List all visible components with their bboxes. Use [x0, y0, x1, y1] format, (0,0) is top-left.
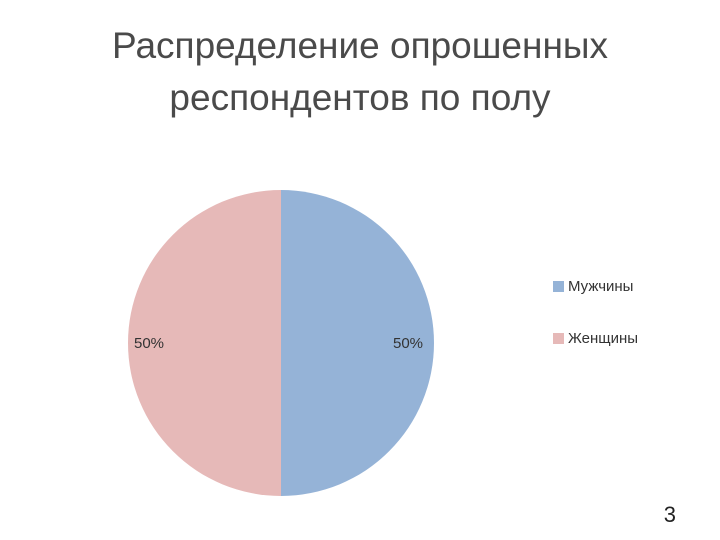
- page-number: 3: [663, 502, 676, 527]
- chart-title: Распределение опрошенных респондентов по…: [40, 20, 680, 124]
- legend-item-women: Женщины: [553, 330, 638, 347]
- legend-label-women: Женщины: [568, 330, 639, 347]
- legend-swatch-men: [553, 281, 564, 292]
- pie-slice-women: [128, 190, 281, 496]
- legend-label-men: Мужчины: [568, 278, 634, 295]
- chart-title-line-1: Распределение опрошенных: [112, 25, 608, 66]
- legend-swatch-women: [553, 333, 564, 344]
- legend-item-men: Мужчины: [553, 278, 633, 295]
- slice-label-men: 50%: [393, 335, 424, 352]
- chart-title-line-2: респондентов по полу: [169, 77, 551, 118]
- pie-slice-men: [281, 190, 434, 496]
- slice-label-women: 50%: [134, 335, 165, 352]
